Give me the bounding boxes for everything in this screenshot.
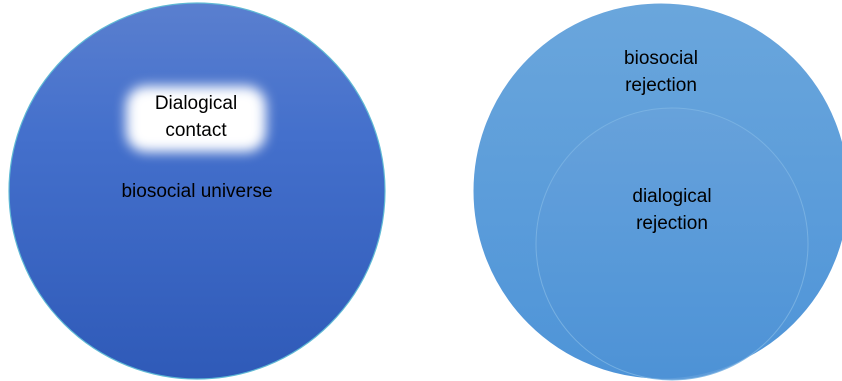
dialogical-rejection-label: dialogical rejection (632, 186, 712, 234)
left-outer-circle (8, 2, 386, 380)
dialogical-contact-highlight (126, 86, 266, 152)
right-inner-circle (535, 107, 809, 381)
dialogical-contact-label: Dialogical contact (154, 93, 238, 141)
biosocial-universe-label: biosocial universe (121, 181, 273, 202)
biosocial-rejection-label: biosocial rejection (624, 48, 698, 96)
